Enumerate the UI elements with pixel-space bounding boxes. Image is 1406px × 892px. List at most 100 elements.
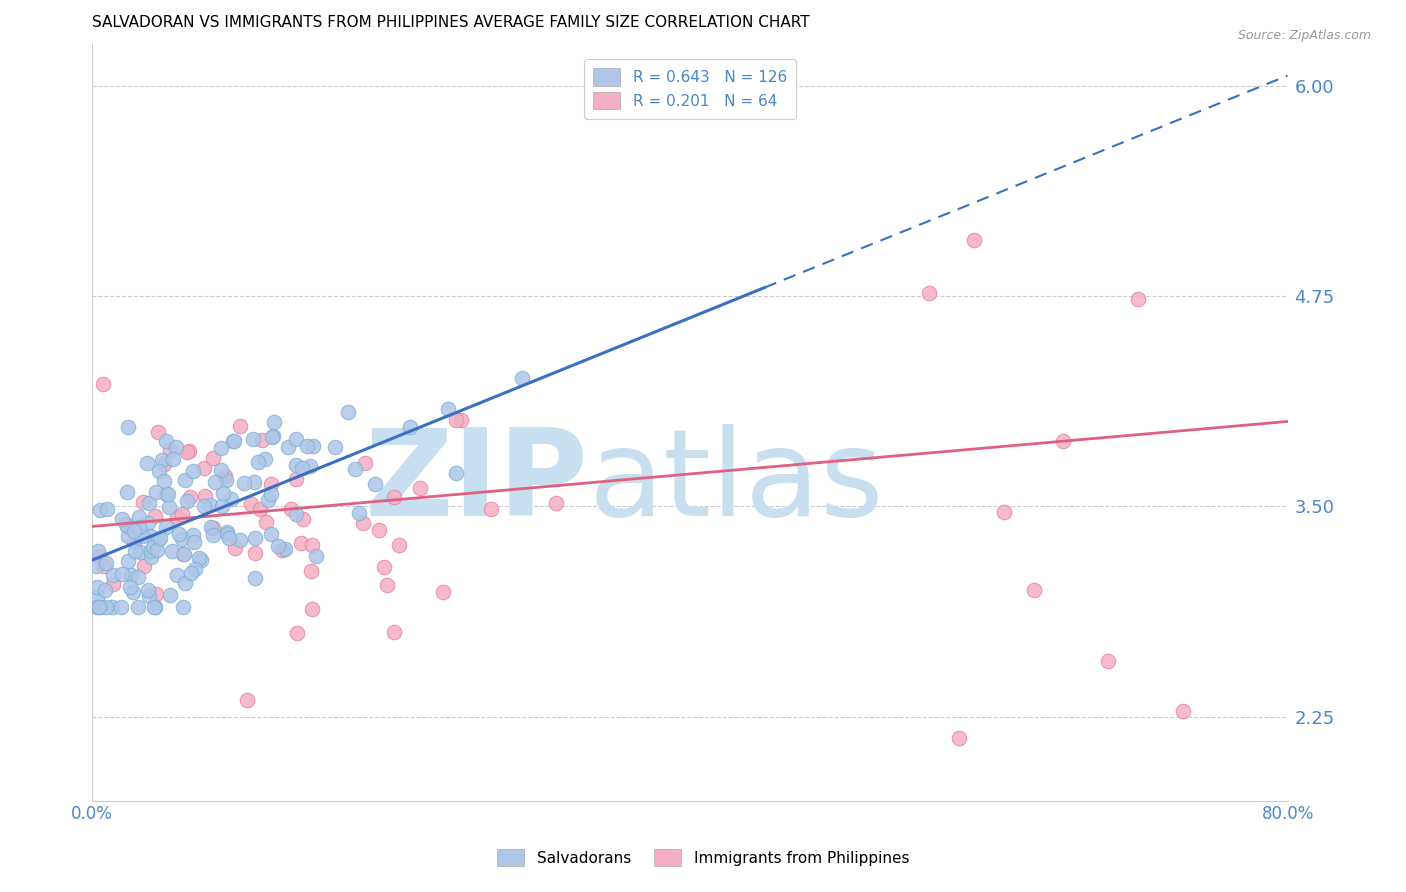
Point bbox=[243, 475, 266, 490]
Point bbox=[93, 582, 115, 597]
Point bbox=[194, 489, 217, 503]
Point bbox=[993, 505, 1015, 519]
Point bbox=[224, 541, 246, 555]
Point bbox=[1171, 705, 1194, 719]
Point bbox=[290, 460, 312, 475]
Point bbox=[229, 533, 252, 548]
Point bbox=[243, 546, 266, 560]
Point bbox=[201, 450, 224, 465]
Point bbox=[160, 544, 183, 558]
Point bbox=[166, 510, 188, 524]
Point bbox=[174, 473, 197, 487]
Point bbox=[236, 692, 259, 706]
Point bbox=[219, 492, 242, 507]
Point bbox=[297, 439, 319, 453]
Point bbox=[103, 567, 125, 582]
Point bbox=[190, 553, 212, 567]
Point bbox=[128, 510, 150, 524]
Point bbox=[159, 443, 181, 458]
Point bbox=[122, 534, 145, 549]
Text: atlas: atlas bbox=[588, 425, 884, 541]
Point bbox=[444, 467, 467, 481]
Point bbox=[170, 507, 193, 521]
Point bbox=[184, 562, 207, 576]
Point bbox=[336, 405, 359, 419]
Point bbox=[260, 527, 283, 541]
Point bbox=[153, 474, 176, 488]
Point bbox=[176, 493, 198, 508]
Point bbox=[217, 527, 239, 541]
Point bbox=[155, 487, 177, 501]
Point bbox=[301, 538, 323, 552]
Point bbox=[364, 477, 387, 491]
Point bbox=[128, 520, 150, 534]
Point bbox=[143, 600, 166, 615]
Point bbox=[254, 452, 277, 467]
Point bbox=[254, 516, 277, 530]
Point bbox=[291, 512, 314, 526]
Point bbox=[347, 506, 370, 520]
Point bbox=[162, 452, 184, 467]
Point bbox=[127, 600, 149, 615]
Point bbox=[1126, 292, 1149, 306]
Point bbox=[262, 429, 284, 443]
Point bbox=[145, 509, 167, 524]
Point bbox=[174, 575, 197, 590]
Point bbox=[193, 500, 215, 514]
Point bbox=[218, 531, 240, 545]
Point bbox=[173, 547, 195, 561]
Point bbox=[181, 464, 204, 478]
Point bbox=[510, 370, 533, 384]
Point bbox=[117, 485, 139, 500]
Point bbox=[290, 536, 312, 550]
Point bbox=[382, 625, 405, 640]
Point bbox=[157, 500, 180, 514]
Point bbox=[86, 591, 108, 605]
Point bbox=[198, 498, 221, 512]
Point bbox=[103, 577, 125, 591]
Point bbox=[148, 464, 170, 478]
Text: Source: ZipAtlas.com: Source: ZipAtlas.com bbox=[1237, 29, 1371, 43]
Point bbox=[150, 453, 173, 467]
Point bbox=[149, 531, 172, 545]
Point bbox=[260, 477, 283, 491]
Point bbox=[1052, 434, 1074, 448]
Point bbox=[152, 457, 174, 471]
Point bbox=[260, 430, 283, 444]
Point bbox=[450, 413, 472, 427]
Point bbox=[388, 538, 411, 552]
Point bbox=[352, 516, 374, 530]
Point bbox=[285, 458, 308, 472]
Point bbox=[86, 600, 108, 615]
Point bbox=[209, 463, 232, 477]
Point bbox=[180, 566, 202, 580]
Point bbox=[135, 456, 157, 470]
Point bbox=[373, 559, 395, 574]
Point bbox=[138, 496, 160, 510]
Point bbox=[101, 600, 124, 615]
Point bbox=[368, 523, 391, 537]
Point bbox=[382, 490, 405, 504]
Point bbox=[176, 445, 198, 459]
Point bbox=[177, 444, 200, 458]
Point bbox=[84, 559, 107, 574]
Point bbox=[165, 440, 187, 454]
Legend: R = 0.643   N = 126, R = 0.201   N = 64: R = 0.643 N = 126, R = 0.201 N = 64 bbox=[583, 59, 796, 119]
Point bbox=[138, 590, 160, 604]
Point bbox=[96, 502, 118, 516]
Point bbox=[259, 487, 281, 501]
Point bbox=[89, 549, 111, 563]
Point bbox=[250, 434, 273, 448]
Point bbox=[146, 425, 169, 439]
Point bbox=[139, 549, 162, 564]
Point bbox=[305, 549, 328, 563]
Point bbox=[87, 543, 110, 558]
Point bbox=[432, 585, 454, 599]
Point bbox=[110, 600, 132, 615]
Point bbox=[172, 548, 194, 562]
Point bbox=[270, 542, 292, 557]
Point bbox=[131, 528, 153, 542]
Point bbox=[188, 550, 211, 565]
Point bbox=[136, 583, 159, 598]
Point bbox=[284, 432, 307, 446]
